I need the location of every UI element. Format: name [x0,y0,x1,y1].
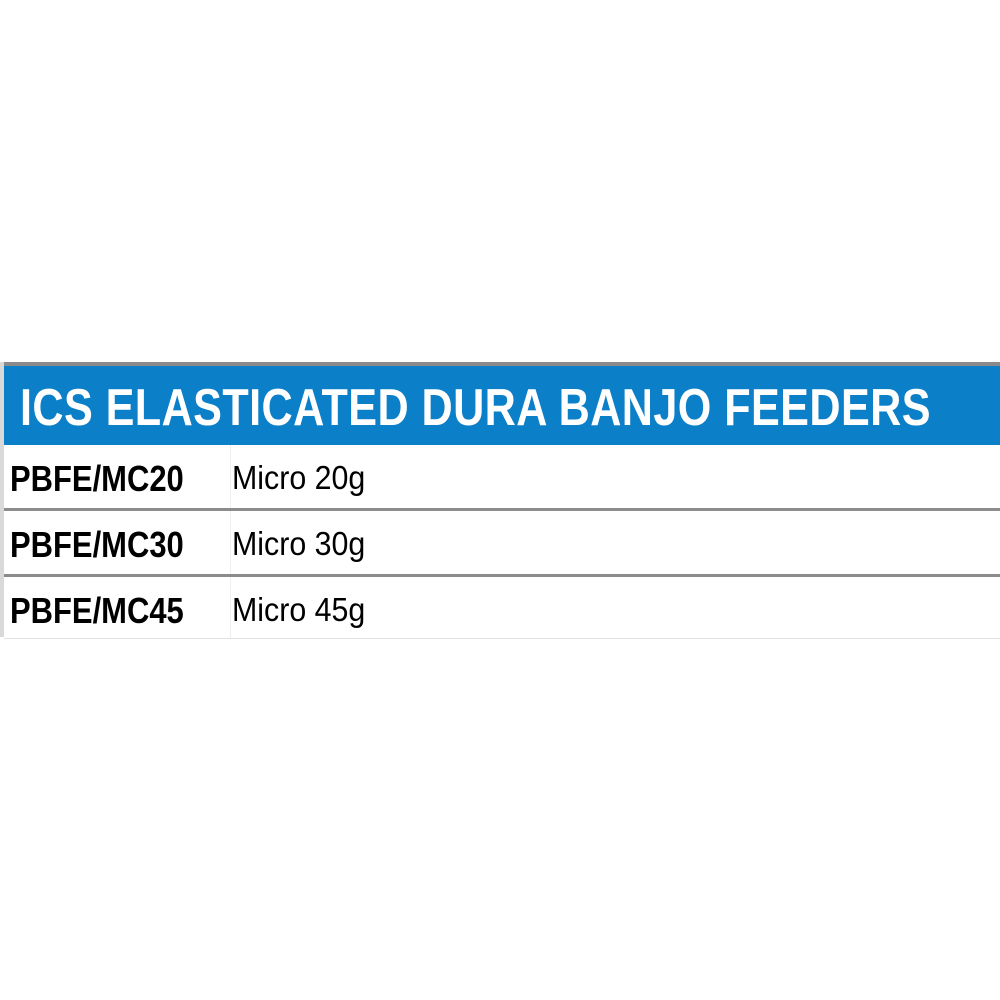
left-border [0,362,4,637]
table-row: PBFE/MC30 Micro 30g [4,511,1000,577]
column-divider [230,577,231,638]
product-description: Micro 30g [232,525,366,562]
column-divider [230,445,231,508]
column-divider [230,511,231,574]
product-description: Micro 20g [232,459,366,496]
table-row: PBFE/MC20 Micro 20g [4,445,1000,511]
top-border [0,362,1000,366]
product-code: PBFE/MC20 [10,458,184,499]
product-table: ICS ELASTICATED DURA BANJO FEEDERS PBFE/… [0,362,1000,639]
product-code: PBFE/MC30 [10,524,184,565]
product-code: PBFE/MC45 [10,590,184,631]
table-header: ICS ELASTICATED DURA BANJO FEEDERS [4,366,1000,445]
table-row: PBFE/MC45 Micro 45g [4,577,1000,639]
table-title: ICS ELASTICATED DURA BANJO FEEDERS [20,379,931,437]
product-description: Micro 45g [232,591,366,628]
